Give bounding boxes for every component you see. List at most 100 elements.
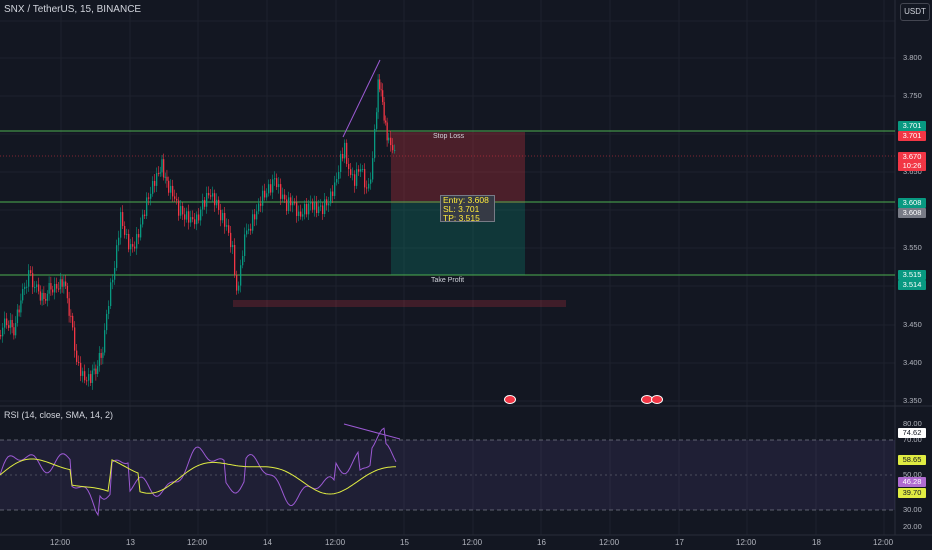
price-badge: 3.514: [898, 280, 926, 290]
time-tick-label: 12:00: [873, 538, 894, 547]
candle-body: [372, 158, 374, 180]
candle-body: [95, 368, 97, 374]
candle-body: [68, 298, 70, 316]
candle-body: [284, 194, 286, 200]
candle-body: [377, 79, 379, 113]
candle-body: [352, 174, 354, 176]
price-badge: 3.701: [898, 121, 926, 131]
time-tick-label: 18: [812, 538, 821, 547]
candle-body: [65, 281, 67, 286]
candle-body: [78, 361, 80, 363]
candle-body: [130, 244, 132, 250]
candle-body: [15, 323, 17, 336]
candle-body: [8, 325, 10, 328]
time-tick-label: 12:00: [736, 538, 757, 547]
candle-body: [46, 293, 49, 301]
candle-body: [97, 366, 99, 374]
candle-body: [196, 214, 198, 225]
stop-loss-label: Stop Loss: [433, 133, 465, 140]
candle-body: [50, 283, 52, 290]
candle-body: [128, 234, 130, 250]
candle-body: [200, 209, 202, 221]
candle-body: [332, 191, 334, 196]
candle-body: [104, 330, 106, 353]
candle-body: [136, 234, 138, 249]
time-tick-label: 15: [400, 538, 409, 547]
candle-body: [310, 202, 312, 204]
candle-body: [43, 292, 45, 300]
event-flag-icon[interactable]: [651, 395, 663, 404]
price-badge: 3.701: [898, 131, 926, 141]
candle-body: [374, 128, 376, 159]
currency-selector[interactable]: USDT: [900, 3, 930, 21]
candle-body: [314, 202, 316, 210]
candle-body: [18, 309, 20, 313]
candle-body: [138, 234, 140, 238]
candle-body: [270, 184, 272, 193]
candle-body: [348, 163, 350, 170]
candle-body: [254, 214, 256, 220]
candle-body: [186, 211, 188, 220]
candle-body: [268, 184, 270, 194]
price-badge: 3.608: [898, 208, 926, 218]
candle-body: [86, 380, 88, 382]
candle-body: [204, 200, 206, 207]
candle-body: [152, 181, 154, 194]
candle-body: [300, 211, 302, 217]
candle-body: [248, 228, 250, 231]
candle-body: [180, 206, 182, 216]
symbol-title: SNX / TetherUS, 15, BINANCE: [4, 4, 142, 15]
candle-body: [264, 190, 266, 198]
candle-body: [52, 289, 54, 293]
rsi-badge: 39.70: [898, 488, 926, 498]
candle-body: [212, 193, 214, 197]
candle-body: [218, 199, 220, 210]
rsi-badge: 74.62: [898, 428, 926, 438]
time-tick-label: 14: [263, 538, 272, 547]
rsi-title: RSI (14, close, SMA, 14, 2): [4, 410, 114, 420]
candle-body: [118, 237, 120, 246]
candle-body: [144, 214, 146, 216]
candle-body: [383, 102, 385, 121]
candle-body: [258, 203, 260, 212]
candle-body: [238, 285, 240, 291]
time-tick-label: 12:00: [50, 538, 71, 547]
candle-body: [232, 245, 234, 248]
candle-body: [9, 319, 12, 328]
candle-body: [39, 291, 42, 301]
candle-body: [280, 184, 282, 199]
rsi-tick-label: 80.00: [903, 419, 922, 428]
candle-body: [176, 198, 178, 201]
position-info-box[interactable]: Entry: 3.608 SL: 3.701 TP: 3.515: [440, 195, 495, 223]
take-profit-label: Take Profit: [431, 277, 465, 284]
candle-body: [48, 283, 50, 294]
event-flag-icon[interactable]: [504, 395, 516, 404]
candle-body: [312, 202, 314, 210]
candle-body: [350, 169, 352, 175]
rsi-divergence-line: [343, 423, 401, 440]
candle-body: [302, 214, 304, 217]
candle-body: [278, 184, 280, 188]
candle-body: [202, 200, 204, 210]
candle-body: [116, 245, 118, 268]
candle-body: [24, 286, 26, 289]
candle-body: [166, 176, 168, 181]
candle-body: [220, 209, 222, 221]
candle-body: [170, 185, 172, 193]
candle-body: [159, 172, 161, 174]
candle-body: [320, 205, 322, 207]
rsi-badge: 46.28: [898, 477, 926, 487]
candle-body: [70, 315, 72, 317]
candle-body: [108, 305, 110, 314]
candle-body: [344, 142, 346, 159]
candle-body: [132, 244, 134, 247]
candle-body: [168, 180, 170, 193]
candle-body: [36, 284, 38, 288]
candle-body: [6, 318, 8, 326]
candle-body: [246, 230, 248, 235]
candle-body: [61, 279, 63, 287]
grid: [0, 0, 895, 535]
candle-body: [84, 371, 86, 381]
candle-body: [184, 214, 186, 220]
